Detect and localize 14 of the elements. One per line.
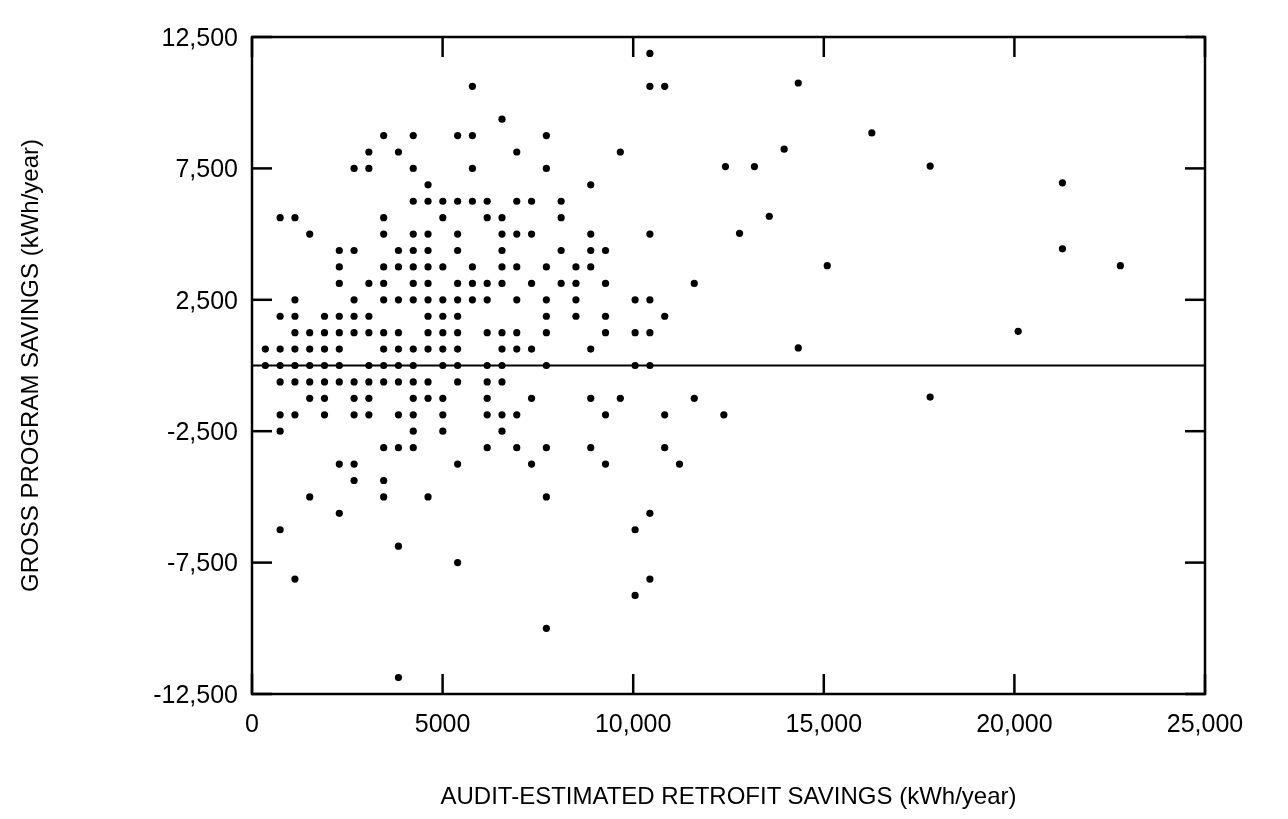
y-tick-label: 7,500 <box>175 154 238 183</box>
y-tick-label: 2,500 <box>175 285 238 314</box>
y-tick-label: -7,500 <box>167 548 238 577</box>
y-tick-label: -12,500 <box>153 679 238 708</box>
x-axis-title: AUDIT-ESTIMATED RETROFIT SAVINGS (kWh/year) <box>440 782 1017 809</box>
x-tick-label: 0 <box>245 709 259 737</box>
x-tick-label: 25,000 <box>1166 709 1244 737</box>
x-tick-label: 5000 <box>414 709 471 737</box>
x-tick-label: 15,000 <box>785 709 863 737</box>
y-tick-label: 12,500 <box>161 22 238 51</box>
x-tick-label: 20,000 <box>976 709 1053 737</box>
y-axis-title: GROSS PROGRAM SAVINGS (kWh/year) <box>16 139 43 592</box>
y-tick-label: -2,500 <box>167 416 238 445</box>
x-tick-label: 10,000 <box>594 709 672 737</box>
